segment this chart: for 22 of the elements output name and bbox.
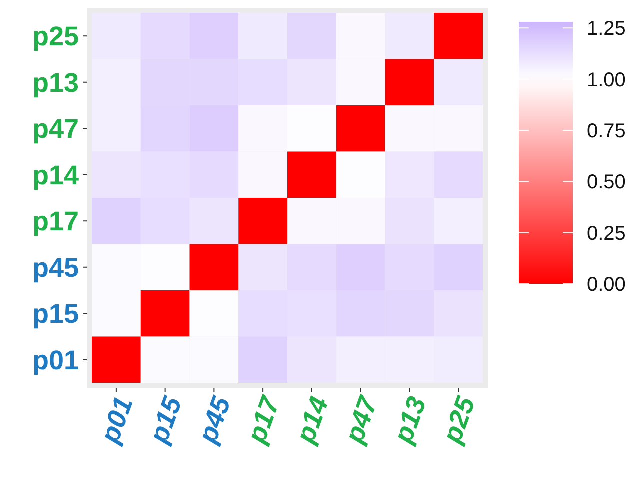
y-tick-label: p17 bbox=[32, 206, 79, 237]
x-tick-label: p01 bbox=[94, 393, 139, 448]
y-tick-label: p15 bbox=[32, 299, 79, 330]
x-tick-label: p17 bbox=[241, 391, 286, 448]
color-bar-label: 0.00 bbox=[587, 274, 626, 296]
x-tick-label: p14 bbox=[290, 393, 334, 448]
y-tick-label: p25 bbox=[32, 22, 79, 52]
y-tick-label: p01 bbox=[32, 345, 79, 376]
color-bar-label: 0.75 bbox=[587, 120, 626, 142]
y-tick-label: p47 bbox=[32, 114, 79, 144]
x-tick-label: p45 bbox=[192, 392, 238, 448]
y-tick-label: p45 bbox=[32, 252, 79, 283]
x-tick-label: p13 bbox=[388, 393, 432, 448]
color-bar-label: 0.50 bbox=[587, 172, 626, 194]
color-bar-label: 0.25 bbox=[587, 222, 626, 245]
x-tick-label: p25 bbox=[436, 392, 482, 448]
x-tick-label: p15 bbox=[143, 392, 188, 448]
color-bar-label: 1.25 bbox=[587, 18, 626, 40]
y-tick-label: p13 bbox=[32, 68, 79, 98]
x-tick-label: p47 bbox=[338, 391, 384, 448]
y-tick-label: p14 bbox=[32, 160, 79, 190]
color-bar-label: 1.00 bbox=[587, 69, 626, 92]
